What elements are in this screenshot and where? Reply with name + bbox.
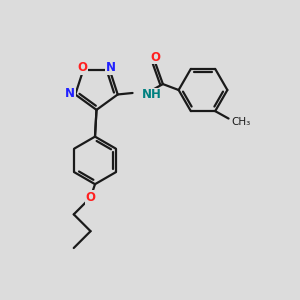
Text: NH: NH	[142, 88, 161, 101]
Text: CH₃: CH₃	[231, 116, 250, 127]
Text: O: O	[150, 51, 161, 64]
Text: N: N	[65, 87, 75, 101]
Text: N: N	[106, 61, 116, 74]
Text: O: O	[85, 191, 96, 204]
Text: O: O	[77, 61, 87, 74]
